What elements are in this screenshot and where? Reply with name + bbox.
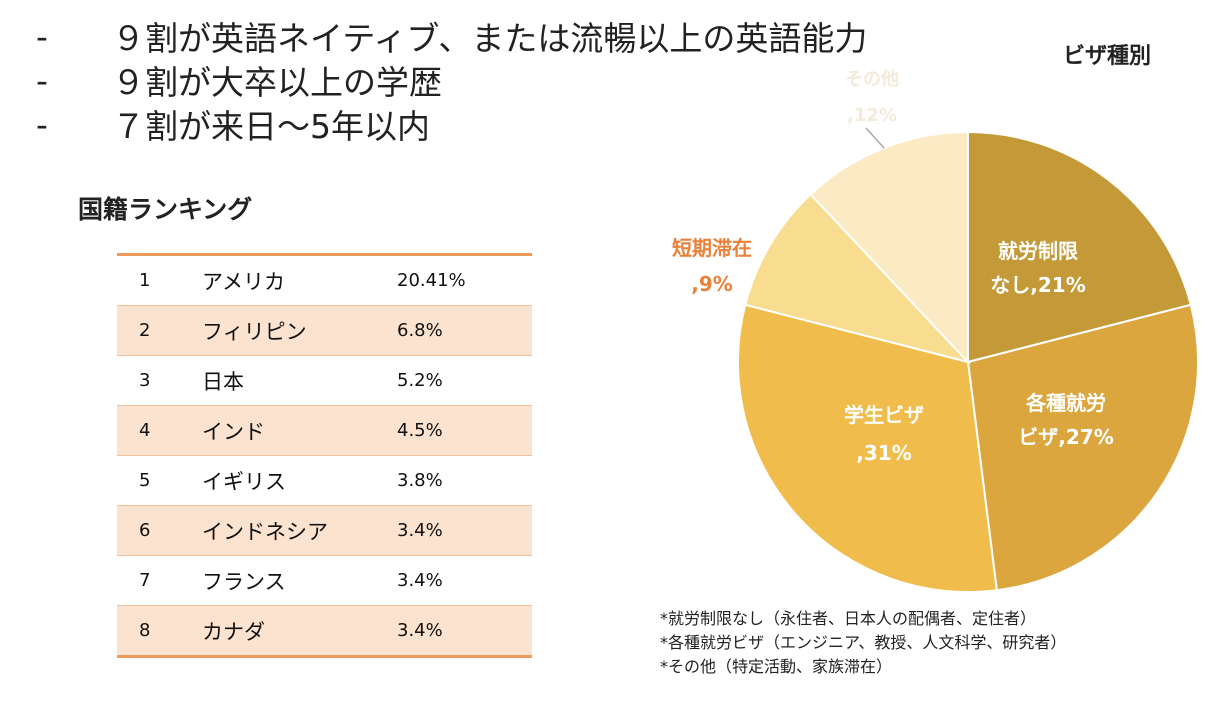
table-row: 7 フランス 3.4% [117,555,532,605]
ranking-table: 1 アメリカ 20.41% 2 フィリピン 6.8% 3 日本 5.2% 4 イ… [117,253,532,658]
percent-cell: 4.5% [397,420,443,441]
footnote: *各種就労ビザ（エンジニア、教授、人文科学、研究者） [660,633,1067,652]
bullet-text: ９割が英語ネイティブ、または流暢以上の英語能力 [112,19,868,58]
pie-slice [737,303,998,593]
rank-cell: 3 [139,370,151,391]
rank-cell: 4 [139,420,151,441]
country-cell: アメリカ [202,269,285,294]
pie-slice [966,303,1199,592]
country-cell: フィリピン [202,319,307,344]
bullet-text: ９割が大卒以上の学歴 [112,63,442,102]
pie-slice [744,192,972,364]
ranking-title: 国籍ランキング [78,195,253,224]
footnote: *その他（特定活動、家族滞在） [660,657,893,676]
table-row: 3 日本 5.2% [117,355,532,405]
bullet-list: - ９割が英語ネイティブ、または流暢以上の英語能力 - ９割が大卒以上の学歴 -… [30,14,868,147]
bullet-dash: - [36,104,48,144]
leader-line [865,127,885,149]
table-row: 6 インドネシア 3.4% [117,505,532,555]
bullet-dash: - [36,16,48,56]
chart-title: ビザ種別 [1063,44,1152,69]
percent-cell: 5.2% [397,370,443,391]
percent-cell: 3.8% [397,470,443,491]
bullet-item: - ９割が英語ネイティブ、または流暢以上の英語能力 [30,14,868,59]
country-cell: カナダ [202,619,265,644]
bullet-text: ７割が来日〜5年以内 [112,107,430,146]
percent-cell: 3.4% [397,570,443,591]
table-row: 5 イギリス 3.8% [117,455,532,505]
rank-cell: 7 [139,570,151,591]
percent-cell: 3.4% [397,620,443,641]
pie-slice [967,130,1192,364]
table-row: 1 アメリカ 20.41% [117,256,532,305]
slice-label: 学生ビザ,31% [844,403,924,465]
rank-cell: 2 [139,320,151,341]
rank-cell: 5 [139,470,151,491]
rank-cell: 6 [139,520,151,541]
bullet-item: - ９割が大卒以上の学歴 [30,58,867,103]
footnote: *就労制限なし（永住者、日本人の配偶者、定住者） [660,609,1037,628]
bullet-item: - ７割が来日〜5年以内 [30,102,867,147]
country-cell: インドネシア [202,519,328,544]
slice-label: 就労制限なし,21% [990,239,1085,297]
country-cell: フランス [202,569,286,594]
rank-cell: 1 [139,270,151,291]
chart-footnotes: *就労制限なし（永住者、日本人の配偶者、定住者） *各種就労ビザ（エンジニア、教… [660,607,1066,679]
table-row: 8 カナダ 3.4% [117,605,532,655]
percent-cell: 3.4% [397,520,443,541]
percent-cell: 20.41% [397,270,466,291]
country-cell: イギリス [202,469,286,494]
slice-label: その他,12% [845,68,899,126]
rank-cell: 8 [139,620,151,641]
country-cell: インド [202,419,265,444]
slice-label: 各種就労ビザ,27% [1018,391,1113,449]
slice-label: 短期滞在,9% [672,236,752,296]
percent-cell: 6.8% [397,320,443,341]
bullet-dash: - [36,60,48,100]
table-row: 2 フィリピン 6.8% [117,305,532,355]
table-row: 4 インド 4.5% [117,405,532,455]
country-cell: 日本 [202,369,244,394]
